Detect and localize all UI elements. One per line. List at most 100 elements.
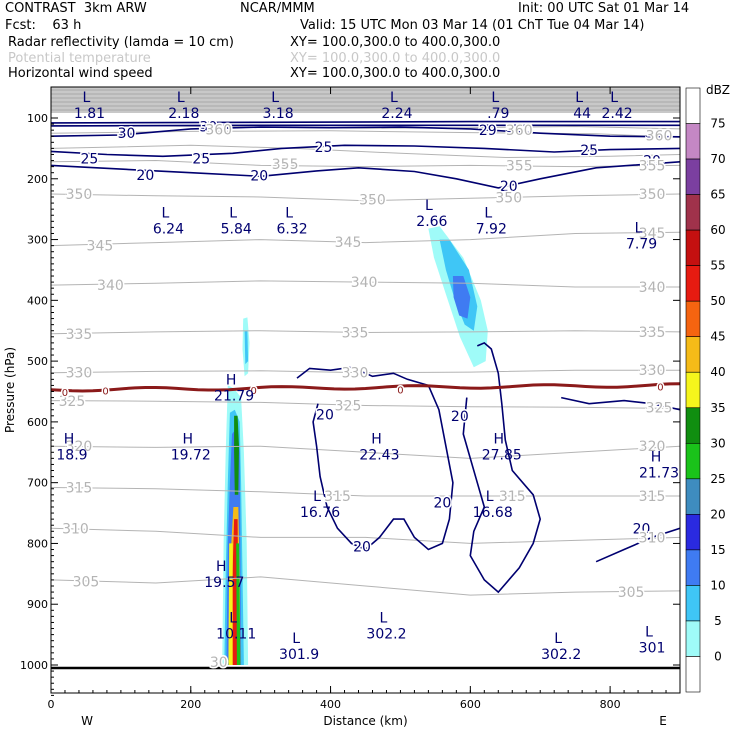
extremum-marker: H21.73 bbox=[639, 450, 679, 482]
extremum-type: L bbox=[285, 205, 293, 221]
freezing-contour-label: 0 bbox=[62, 388, 68, 399]
colorbar-level-label: 25 bbox=[710, 472, 725, 486]
field-reflectivity-xy: XY= 100.0,300.0 to 400.0,300.0 bbox=[290, 35, 501, 50]
extremum-type: L bbox=[645, 625, 653, 641]
theta-contour-label: 360 bbox=[646, 129, 673, 145]
field-reflectivity-name: Radar reflectivity (lamda = 10 cm) bbox=[8, 35, 234, 50]
colorbar-level-label: 0 bbox=[714, 649, 722, 663]
extremum-value: 302.2 bbox=[366, 627, 406, 643]
colorbar-swatch bbox=[685, 336, 701, 373]
model-name: CONTRAST 3km ARW bbox=[5, 1, 147, 16]
theta-contour bbox=[51, 527, 680, 544]
y-tick-label: 600 bbox=[27, 416, 48, 429]
contour-lines bbox=[51, 120, 680, 670]
theta-contour-label: 350 bbox=[639, 187, 666, 203]
colorbar-level-label: 75 bbox=[710, 117, 725, 131]
theta-contour-label: 325 bbox=[59, 394, 86, 410]
y-tick-label: 100 bbox=[27, 112, 48, 125]
theta-contour bbox=[51, 193, 680, 202]
extremum-type: H bbox=[183, 431, 194, 447]
theta-contour-label: 325 bbox=[335, 398, 362, 414]
theta-contour bbox=[51, 576, 680, 596]
colorbar-level-label: 65 bbox=[710, 188, 725, 202]
wind-contour bbox=[462, 341, 542, 594]
extremum-value: 301 bbox=[639, 641, 666, 657]
colorbar-unit: dBZ bbox=[706, 83, 730, 97]
contour-labels: 30 30 25 25 25 25 20 20 20 20 20 20 20 20 20 29 360 360 36… bbox=[56, 90, 679, 673]
wind-contour bbox=[296, 366, 454, 551]
theta-contour-label: 315 bbox=[324, 489, 351, 505]
field-wind-name: Horizontal wind speed bbox=[8, 66, 153, 81]
extremum-marker: H18.9 bbox=[56, 431, 87, 463]
extremum-marker: L2.42 bbox=[602, 90, 633, 122]
colorbar-swatch bbox=[685, 549, 701, 586]
wind-contour-label: 20 bbox=[250, 169, 268, 185]
y-tick-label: 200 bbox=[27, 173, 48, 186]
extremum-type: H bbox=[651, 450, 662, 466]
colorbar-level-label: 55 bbox=[710, 259, 725, 273]
extremum-type: L bbox=[575, 90, 583, 106]
wind-contour-label: 20 bbox=[643, 154, 661, 170]
extremum-value: 6.24 bbox=[153, 221, 184, 237]
theta-contour-label: 315 bbox=[499, 489, 526, 505]
theta-contour-label: 320 bbox=[639, 439, 666, 455]
y-tick-label: 900 bbox=[27, 598, 48, 611]
wind-contour bbox=[51, 124, 680, 127]
extremum-type: L bbox=[491, 90, 499, 106]
extremum-value: 19.57 bbox=[204, 575, 244, 591]
y-tick-label: 500 bbox=[27, 355, 48, 368]
theta-contour-label: 360 bbox=[506, 123, 533, 139]
theta-contour bbox=[51, 487, 680, 497]
extremum-value: 16.76 bbox=[300, 505, 340, 521]
extremum-value: 19.72 bbox=[171, 447, 211, 463]
extremum-value: 5.84 bbox=[221, 221, 252, 237]
wind-contour bbox=[51, 161, 680, 189]
extremum-value: 16.68 bbox=[473, 505, 513, 521]
colorbar-swatch bbox=[685, 585, 701, 622]
wind-contour bbox=[51, 126, 680, 138]
theta-contour-label: 320 bbox=[66, 439, 93, 455]
theta-contour-label: 310 bbox=[639, 530, 666, 546]
freezing-contour-label: 0 bbox=[250, 386, 256, 397]
extremum-value: 18.9 bbox=[56, 447, 87, 463]
extremum-marker: L7.79 bbox=[626, 221, 657, 253]
theta-contour bbox=[51, 130, 680, 138]
extremum-type: H bbox=[494, 431, 505, 447]
colorbar-swatch bbox=[685, 656, 701, 693]
theta-contour-label: 325 bbox=[646, 400, 673, 416]
theta-contour-label: 335 bbox=[639, 325, 666, 341]
wind-contour-label: 20 bbox=[500, 179, 518, 195]
theta-contour-label: 305 bbox=[73, 575, 100, 591]
extremum-marker: L16.68 bbox=[473, 489, 513, 521]
wind-contour-label: 20 bbox=[316, 408, 334, 424]
theta-contour-label: 310 bbox=[62, 521, 89, 537]
extremum-value: 301.9 bbox=[279, 647, 319, 663]
wind-contour bbox=[51, 144, 680, 158]
extremum-type: L bbox=[484, 205, 492, 221]
theta-contour-label: 340 bbox=[639, 280, 666, 296]
theta-contour-label: 360 bbox=[205, 123, 232, 139]
theta-contour-label: 30 bbox=[210, 655, 228, 671]
theta-contour-label: 345 bbox=[87, 239, 114, 255]
theta-contour-label: 345 bbox=[639, 226, 666, 242]
extremum-value: 27.85 bbox=[482, 447, 522, 463]
extremum-type: L bbox=[486, 489, 494, 505]
freezing-contour-label: 0 bbox=[657, 382, 663, 393]
extremum-value: 302.2 bbox=[541, 647, 581, 663]
extremum-type: L bbox=[177, 90, 185, 106]
theta-contour-label: 340 bbox=[97, 278, 124, 294]
extremum-marker: H21.79 bbox=[214, 372, 254, 404]
colorbar-swatch bbox=[685, 442, 701, 480]
colorbar-level-label: 15 bbox=[710, 543, 725, 557]
theta-contour-label: 330 bbox=[342, 366, 369, 382]
forecast-hour: Fcst: 63 h bbox=[5, 18, 82, 33]
y-axis-label: Pressure (hPa) bbox=[3, 347, 17, 433]
extremum-type: L bbox=[162, 205, 170, 221]
wind-contour-label: 25 bbox=[315, 140, 333, 156]
extremum-marker: L44 bbox=[573, 90, 591, 122]
extremum-type: L bbox=[390, 90, 398, 106]
y-tick-label: 800 bbox=[27, 537, 48, 550]
extremum-type: L bbox=[292, 631, 300, 647]
